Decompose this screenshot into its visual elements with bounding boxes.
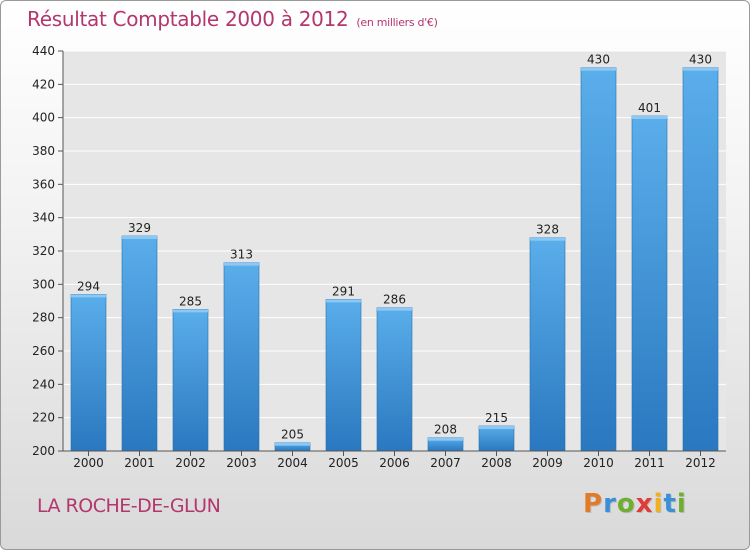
- bar-top-highlight: [530, 237, 565, 241]
- logo-letter: P: [583, 489, 604, 519]
- logo-letter: i: [676, 489, 687, 519]
- bar-data-label: 313: [230, 248, 253, 262]
- y-tick-label: 240: [32, 377, 55, 391]
- bar-top-highlight: [275, 442, 310, 446]
- x-tick-label: 2010: [583, 456, 614, 470]
- bar-data-label: 205: [281, 428, 304, 442]
- y-tick-label: 440: [32, 44, 55, 58]
- y-tick-label: 220: [32, 411, 55, 425]
- x-axis: 2000 2001 2002 2003 2004 2005 2006 2007 2008 2009…: [63, 450, 726, 470]
- chart-title: Résultat Comptable 2000 à 2012 (en millie…: [27, 7, 438, 31]
- bar: [223, 262, 260, 452]
- y-tick-label: 360: [32, 177, 55, 191]
- bar-top-highlight: [326, 299, 361, 303]
- bar-top-highlight: [224, 262, 259, 266]
- x-tick-label: 2000: [73, 456, 104, 470]
- bar-data-label: 208: [434, 423, 457, 437]
- bar: [529, 237, 566, 452]
- logo-letter: r: [603, 489, 617, 519]
- x-tick-label: 2009: [532, 456, 563, 470]
- bar-data-label: 328: [536, 223, 559, 237]
- bar-data-label: 286: [383, 293, 406, 307]
- chart-title-text: Résultat Comptable 2000 à 2012: [27, 7, 349, 31]
- y-tick-label: 400: [32, 111, 55, 125]
- bar: [631, 115, 668, 452]
- x-tick-label: 2005: [328, 456, 359, 470]
- y-tick-label: 200: [32, 444, 55, 458]
- x-tick-label: 2001: [124, 456, 155, 470]
- bar-top-highlight: [581, 67, 616, 71]
- bar-top-highlight: [173, 309, 208, 313]
- x-tick-label: 2002: [175, 456, 206, 470]
- bar-data-label: 294: [77, 279, 100, 293]
- proxiti-logo[interactable]: Proxiti: [583, 489, 687, 519]
- bar-top-highlight: [683, 67, 718, 71]
- bar-top-highlight: [377, 307, 412, 311]
- x-tick-label: 2007: [430, 456, 461, 470]
- y-tick-label: 320: [32, 244, 55, 258]
- bar-data-label: 430: [587, 53, 610, 67]
- bar-data-label: 215: [485, 411, 508, 425]
- logo-letter: i: [653, 489, 664, 519]
- bar-top-highlight: [71, 294, 106, 298]
- x-tick-label: 2008: [481, 456, 512, 470]
- bar-top-highlight: [428, 437, 463, 441]
- y-tick-label: 340: [32, 211, 55, 225]
- x-tick-label: 2004: [277, 456, 308, 470]
- y-tick-label: 420: [32, 77, 55, 91]
- y-tick-label: 300: [32, 277, 55, 291]
- y-tick-label: 260: [32, 344, 55, 358]
- x-tick-label: 2003: [226, 456, 257, 470]
- bar-data-label: 291: [332, 284, 355, 298]
- bar: [580, 67, 617, 452]
- bar: [376, 307, 413, 452]
- bar-data-label: 430: [689, 53, 712, 67]
- chart-unit: (en milliers d'€): [356, 16, 438, 29]
- bar-data-label: 285: [179, 294, 202, 308]
- city-name: LA ROCHE-DE-GLUN: [37, 495, 221, 517]
- bar: [70, 294, 107, 452]
- logo-letter: x: [635, 489, 654, 519]
- bar-top-highlight: [479, 426, 514, 429]
- bar: [682, 67, 719, 452]
- bar-top-highlight: [122, 236, 157, 239]
- y-tick-label: 280: [32, 311, 55, 325]
- bar: [172, 309, 209, 452]
- bars: 294 329 285 313 205 291 286 208 215 328 430 401 430: [70, 53, 719, 452]
- bar-data-label: 329: [128, 221, 151, 235]
- bar-top-highlight: [632, 116, 667, 119]
- y-axis: 200 220 240 260 280 300 320 340 360 380 400 420 440: [32, 44, 64, 458]
- x-tick-label: 2011: [634, 456, 665, 470]
- x-tick-label: 2006: [379, 456, 410, 470]
- bar: [478, 425, 515, 452]
- logo-letter: t: [663, 489, 677, 519]
- bar: [325, 299, 362, 452]
- y-tick-label: 380: [32, 144, 55, 158]
- bar-data-label: 401: [638, 101, 661, 115]
- x-tick-label: 2012: [685, 456, 716, 470]
- logo-letter: o: [616, 489, 636, 519]
- bar: [121, 235, 158, 452]
